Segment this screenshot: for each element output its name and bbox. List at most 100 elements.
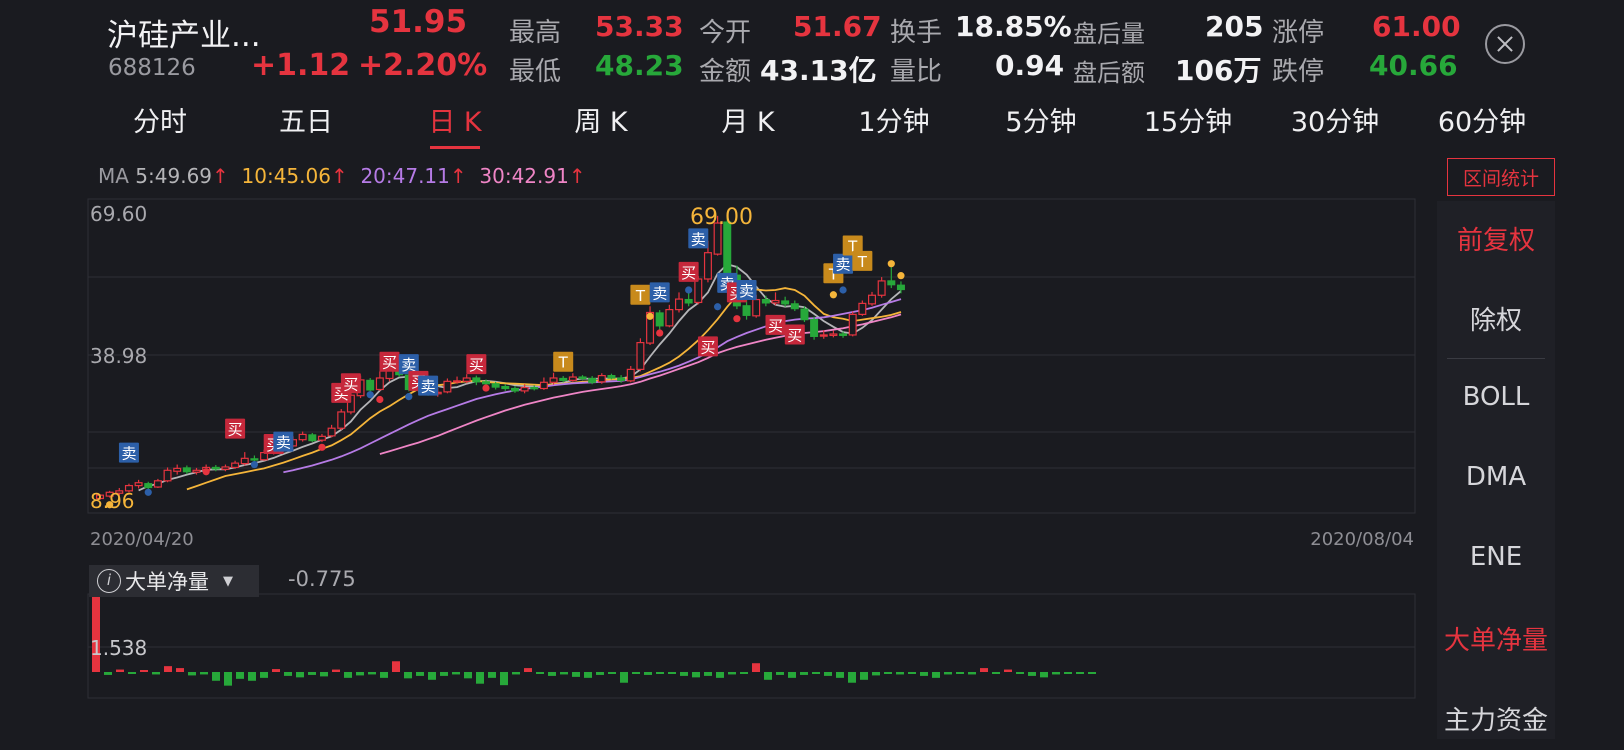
signal-dot [685, 286, 693, 294]
tab-60min[interactable]: 60分钟 [1437, 107, 1527, 138]
net-flow-bar [920, 672, 928, 676]
candle-body [810, 319, 819, 337]
candle [896, 281, 905, 294]
sell-tag-box [833, 253, 854, 274]
candle-body [790, 303, 799, 310]
tab-5min[interactable]: 5分钟 [1005, 107, 1077, 138]
net-flow-bar [260, 672, 268, 678]
tab-daily-k[interactable]: 日 K [428, 107, 482, 138]
candle [240, 452, 249, 466]
side-item-big-order-net[interactable]: 大单净量 [1443, 626, 1548, 656]
dropdown-icon: ▼ [223, 573, 233, 589]
sell-tag-box [418, 375, 439, 396]
buy-tag-text: 买 [768, 317, 783, 335]
sell-tag-text: 卖 [421, 378, 436, 396]
candle [549, 372, 558, 385]
candle-body [781, 300, 790, 305]
candle-body [617, 377, 626, 381]
side-item-ene[interactable]: ENE [1469, 542, 1523, 572]
candle-body [742, 305, 751, 316]
t-tag-box [630, 284, 651, 305]
t-tag: T [852, 250, 873, 271]
close-button[interactable] [1485, 24, 1525, 64]
net-flow-selector[interactable]: i 大单净量 ▼ [89, 565, 259, 597]
sell-tag: 卖 [736, 279, 757, 300]
candle-body [115, 490, 124, 494]
candle-body [703, 252, 712, 280]
buy-tag: 买 [225, 418, 246, 439]
net-flow-bar [608, 672, 616, 674]
net-flow-bar [212, 672, 220, 681]
candle [443, 378, 452, 394]
buy-tag: 买 [379, 351, 400, 372]
tab-wuri[interactable]: 五日 [279, 107, 333, 138]
net-flow-bar [428, 672, 436, 680]
tab-monthly-k[interactable]: 月 K [721, 107, 775, 138]
limit-up-label: 涨停 [1272, 18, 1325, 48]
candle-body [134, 482, 143, 487]
candle-body [520, 386, 529, 392]
side-item-dma[interactable]: DMA [1465, 462, 1527, 492]
candle [510, 386, 519, 393]
candle-body [819, 334, 828, 337]
t-tag-text: T [635, 287, 646, 305]
t-tag: T [630, 284, 651, 305]
net-flow-bar [572, 672, 580, 677]
buy-tag-text: 买 [343, 375, 358, 393]
ma10-arrow: ↑ [330, 164, 348, 188]
net-flow-bar [1064, 672, 1072, 674]
side-item-main-fund[interactable]: 主力资金 [1443, 706, 1548, 736]
tab-fenshi[interactable]: 分时 [133, 107, 187, 138]
tab-weekly-k[interactable]: 周 K [574, 107, 628, 138]
sell-tag: 卖 [398, 354, 419, 375]
candle-body [597, 374, 606, 383]
candle-body [867, 294, 876, 305]
sell-tag-box [688, 228, 709, 249]
net-flow-bar [284, 672, 292, 676]
signal-dot [714, 303, 722, 311]
candle [539, 377, 548, 390]
candle [173, 464, 182, 475]
net-flow-bar [716, 672, 724, 678]
net-flow-bar [596, 672, 604, 675]
signal-dot [839, 286, 847, 294]
candle [520, 384, 529, 394]
buy-tag-box [466, 354, 487, 375]
net-flow-bar [788, 672, 796, 678]
signal-dot [318, 443, 326, 451]
buy-tag: 买 [466, 354, 487, 375]
chart-grid [87, 198, 1416, 699]
candle [800, 306, 809, 323]
net-flow-bar [200, 672, 208, 675]
candle-body [752, 298, 761, 317]
side-item-ex-rights[interactable]: 除权 [1469, 306, 1522, 336]
tab-15min[interactable]: 15分钟 [1143, 107, 1233, 138]
candle-body [839, 333, 848, 337]
buy-tag-text: 买 [382, 354, 397, 372]
side-item-boll[interactable]: BOLL [1462, 382, 1530, 412]
sell-tag-box [649, 282, 670, 303]
ma-prefix: MA [98, 164, 129, 188]
tab-1min[interactable]: 1分钟 [858, 107, 930, 138]
candle [887, 265, 896, 289]
net-flow-bar [308, 672, 316, 675]
ma5-line [138, 263, 902, 492]
candle [115, 487, 124, 496]
candles [95, 215, 905, 500]
net-flow-bar [1052, 672, 1060, 675]
net-flow-bars [92, 597, 1096, 686]
side-item-forward-adjust[interactable]: 前复权 [1456, 226, 1535, 256]
signal-dot [250, 460, 258, 469]
limit-down-value: 40.66 [1369, 49, 1458, 82]
net-flow-bar [1088, 672, 1096, 674]
candle [810, 316, 819, 340]
net-flow-bar [344, 672, 352, 678]
limit-down-label: 跌停 [1272, 57, 1325, 87]
candle-body [472, 377, 481, 383]
net-flow-bar [944, 672, 952, 675]
tab-30min[interactable]: 30分钟 [1290, 107, 1380, 138]
buy-tag-box [379, 351, 400, 372]
net-flow-bar [368, 672, 376, 675]
interval-stats-button[interactable]: 区间统计 [1447, 158, 1555, 196]
